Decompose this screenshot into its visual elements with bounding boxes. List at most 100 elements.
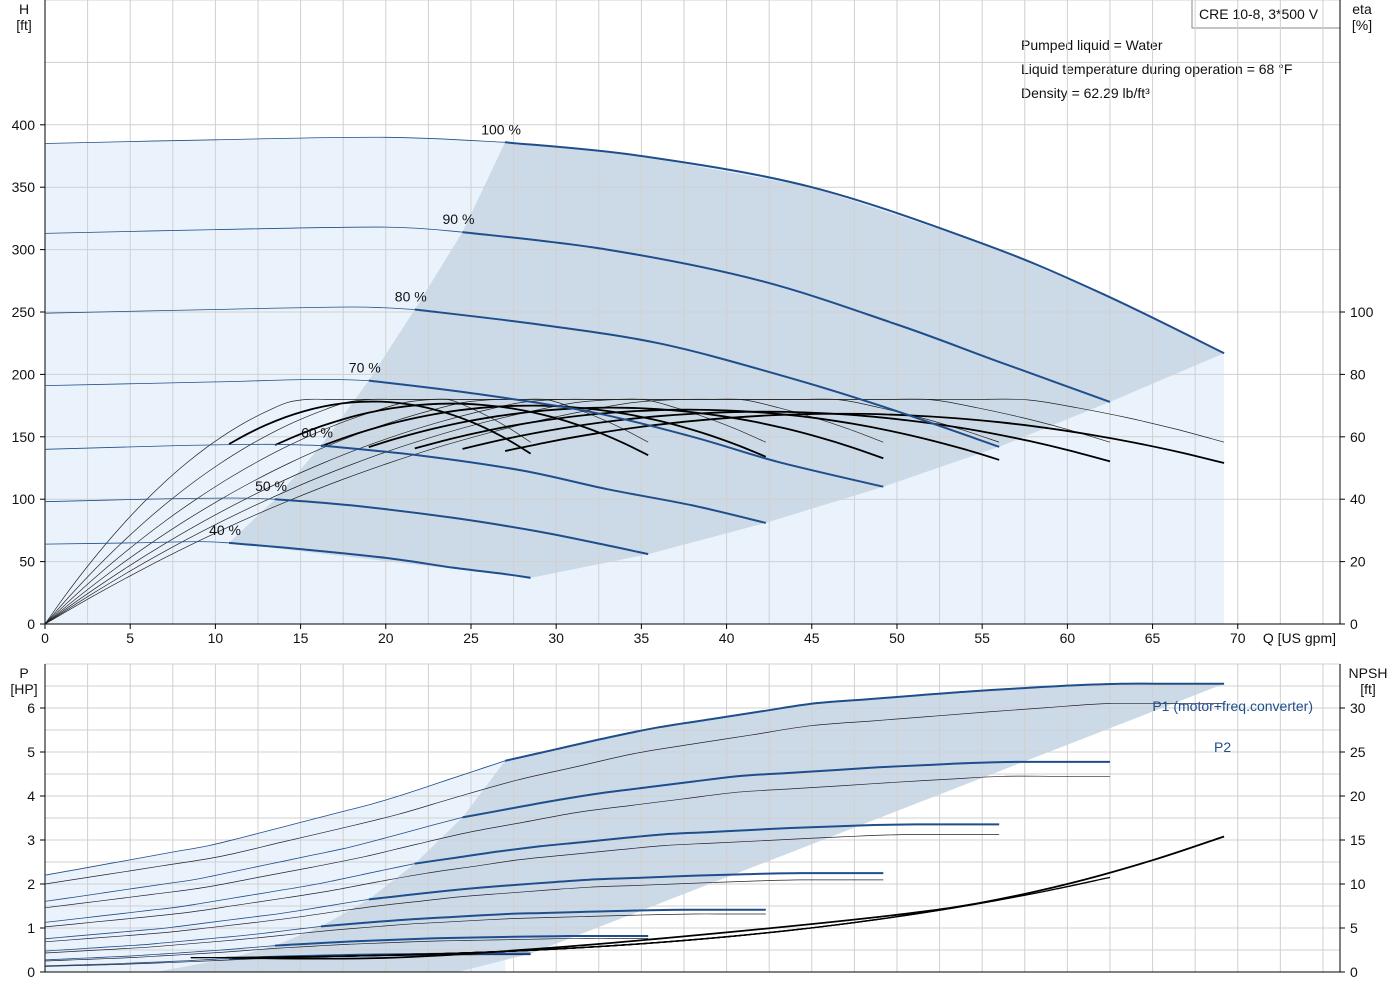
p2-curve [44, 775, 1110, 909]
power-y-tick-label: 6 [27, 700, 35, 716]
head-curve-70pct [368, 379, 884, 488]
head-y-tick-label: 200 [12, 366, 36, 382]
eta-y-tick-label: 40 [1350, 491, 1366, 507]
speed-label: 100 % [481, 121, 521, 137]
head-x-tick-label: 60 [1060, 630, 1076, 646]
p2-label: P2 [1214, 739, 1231, 755]
eta-curve-bold [320, 404, 767, 458]
p1-curve-left [44, 926, 322, 952]
head-axis-name: H [19, 1, 29, 17]
eta-curve-thin [44, 398, 1225, 625]
head-curve-left [44, 443, 322, 450]
head-x-tick-label: 55 [974, 630, 990, 646]
power-axis-name: P [19, 665, 28, 681]
npsh-axis-unit: [ft] [1360, 681, 1376, 697]
head-x-tick-label: 30 [548, 630, 564, 646]
head-curve-50pct [274, 498, 649, 556]
model-label: CRE 10-8, 3*500 V [1199, 6, 1319, 22]
npsh-curve [232, 835, 1225, 960]
speed-label: 50 % [255, 478, 287, 494]
head-x-tick-label: 10 [208, 630, 224, 646]
power-y-tick-label: 3 [27, 832, 35, 848]
head-y-tick-label: 50 [19, 554, 35, 570]
eta-y-tick-label: 80 [1350, 366, 1366, 382]
npsh-y-tick-label: 20 [1350, 788, 1366, 804]
eta-curve-bold [274, 402, 649, 457]
head-curve-left [44, 226, 463, 234]
p1-curve [414, 823, 1000, 865]
head-x-tick-label: 25 [463, 630, 479, 646]
head-x-tick-label: 15 [293, 630, 309, 646]
npsh-y-tick-label: 10 [1350, 876, 1366, 892]
power-y-tick-label: 4 [27, 788, 35, 804]
head-y-tick-label: 100 [12, 491, 36, 507]
head-x-tick-label: 65 [1145, 630, 1161, 646]
p1-curve-left [44, 863, 415, 923]
head-y-tick-label: 400 [12, 117, 36, 133]
head-axis-unit: [ft] [16, 17, 32, 33]
p1-curve-left [44, 899, 369, 940]
head-curve-left [44, 378, 369, 386]
npsh-axis-name: NPSH [1349, 665, 1388, 681]
head-curve-left [44, 497, 276, 503]
speed-label: 40 % [209, 522, 241, 538]
speed-label: 80 % [395, 289, 427, 305]
eta-curve-thin [44, 398, 531, 625]
eta-y-tick-label: 20 [1350, 554, 1366, 570]
npsh-y-tick-label: 15 [1350, 832, 1366, 848]
npsh-y-tick-label: 25 [1350, 744, 1366, 760]
eta-curve-bold [504, 412, 1225, 464]
head-x-tick-label: 70 [1230, 630, 1246, 646]
eta-curve-thin [44, 398, 766, 625]
p1-curve-left [44, 958, 230, 967]
power-y-tick-label: 0 [27, 964, 35, 980]
p1-curve [274, 935, 649, 947]
head-x-tick-label: 20 [378, 630, 394, 646]
p1-label: P1 (motor+freq.converter) [1152, 698, 1313, 714]
eta-curve-thin [44, 398, 1000, 625]
note-density: Density = 62.29 lb/ft³ [1021, 85, 1150, 101]
head-plot: 0 50 100 150 200 250 300 350 400 0 20 40 60 80 100 0 5 10… [12, 0, 1374, 646]
power-area-dark [155, 683, 1225, 972]
p1-curve [504, 682, 1225, 762]
head-x-tick-label: 5 [126, 630, 134, 646]
power-axis-unit: [HP] [10, 681, 37, 697]
p2-curve [44, 834, 1000, 928]
head-curve-90pct [462, 231, 1111, 403]
p1-curve-left [44, 760, 506, 876]
p1-curve [368, 872, 884, 901]
eta-y-tick-label: 0 [1350, 616, 1358, 632]
speed-label: 70 % [349, 360, 381, 376]
head-curve-80pct [414, 308, 1000, 448]
eta-axis-unit: [%] [1352, 17, 1372, 33]
note-temperature: Liquid temperature during operation = 68… [1021, 61, 1292, 77]
p1-curve [462, 760, 1110, 819]
head-y-tick-label: 250 [12, 304, 36, 320]
head-y-tick-label: 150 [12, 429, 36, 445]
npsh-y-tick-label: 0 [1350, 964, 1358, 980]
p2-curve [44, 879, 884, 943]
p2-curve [44, 702, 1225, 885]
x-axis-label: Q [US gpm] [1263, 630, 1336, 646]
head-curve-60pct [320, 444, 767, 524]
head-x-tick-label: 0 [41, 630, 49, 646]
eta-curve-bold [228, 400, 532, 455]
head-y-tick-label: 0 [27, 616, 35, 632]
eta-y-tick-label: 100 [1350, 304, 1374, 320]
eta-y-tick-label: 60 [1350, 429, 1366, 445]
p1-curve-left [44, 817, 463, 902]
power-y-tick-label: 5 [27, 744, 35, 760]
head-x-tick-label: 40 [719, 630, 735, 646]
p2-curve [44, 938, 649, 962]
eta-curve-bold [414, 408, 1000, 461]
eta-curve-bold [462, 410, 1111, 463]
speed-label: 90 % [443, 211, 475, 227]
model-box [1191, 0, 1341, 29]
npsh-y-tick-label: 5 [1350, 920, 1358, 936]
head-x-tick-label: 45 [804, 630, 820, 646]
head-curve-left [44, 136, 506, 144]
power-plot: 0 1 2 3 4 5 6 0 5 10 15 20 25 30 P1 (motor+freq.conver… [27, 663, 1366, 980]
npsh-curve-speed [190, 949, 531, 959]
p1-curve [320, 908, 766, 928]
